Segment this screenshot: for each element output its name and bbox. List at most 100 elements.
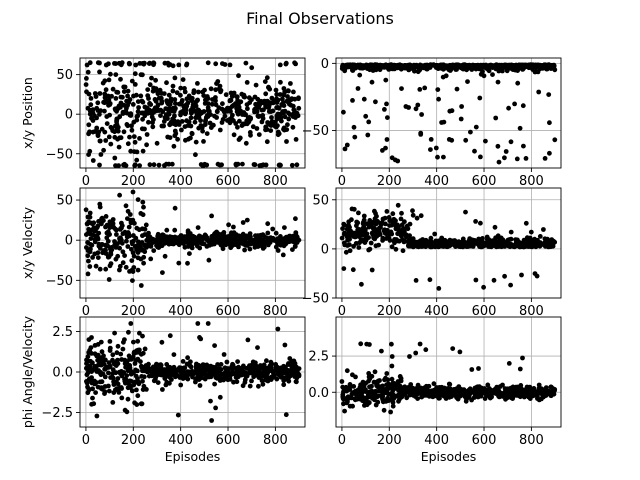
scatter-points	[339, 202, 557, 291]
data-point	[495, 79, 501, 85]
data-point	[498, 238, 504, 244]
data-point	[208, 125, 214, 130]
data-point	[97, 162, 102, 168]
data-point	[164, 227, 170, 233]
data-point	[352, 391, 358, 396]
data-point	[441, 119, 447, 125]
y-tick-label: 2.5	[308, 350, 329, 365]
data-point	[95, 100, 101, 106]
data-point	[413, 106, 419, 112]
data-point	[91, 220, 97, 226]
data-point	[235, 124, 240, 130]
data-point	[97, 243, 102, 249]
data-point	[361, 213, 367, 219]
data-point	[388, 384, 394, 389]
data-point	[220, 61, 225, 66]
data-point	[283, 375, 288, 381]
data-point	[375, 382, 380, 387]
data-point	[280, 96, 285, 102]
data-point	[218, 362, 224, 367]
data-point	[87, 148, 93, 154]
data-point	[346, 227, 351, 233]
data-point	[521, 237, 527, 243]
data-point	[473, 124, 479, 130]
data-point	[215, 362, 221, 367]
data-point	[238, 99, 244, 105]
data-point	[475, 394, 481, 400]
data-point	[142, 346, 148, 352]
data-point	[349, 217, 354, 223]
data-point	[174, 90, 180, 96]
data-point	[369, 79, 375, 85]
data-point	[279, 118, 284, 124]
data-point	[121, 89, 127, 94]
data-point	[461, 239, 467, 245]
data-point	[512, 101, 517, 107]
data-point	[158, 362, 164, 368]
data-point	[193, 365, 199, 371]
data-point	[539, 396, 544, 402]
y-tick-label: 50	[56, 68, 73, 83]
data-point	[280, 252, 286, 258]
data-point	[383, 77, 389, 83]
data-point	[380, 216, 386, 222]
data-point	[185, 355, 191, 361]
data-point	[412, 63, 418, 69]
data-point	[474, 388, 480, 393]
data-point	[107, 112, 112, 118]
data-point	[291, 369, 297, 374]
data-point	[154, 362, 160, 368]
data-point	[140, 99, 146, 105]
data-point	[229, 241, 235, 247]
data-point	[520, 355, 525, 361]
data-point	[141, 374, 147, 380]
data-point	[224, 359, 230, 365]
data-point	[341, 401, 346, 407]
data-point	[533, 62, 538, 68]
data-point	[350, 98, 355, 103]
data-point	[412, 68, 417, 74]
data-point	[364, 231, 370, 237]
data-point	[364, 221, 370, 227]
data-point	[90, 158, 96, 163]
data-point	[140, 116, 146, 122]
data-point	[158, 107, 164, 113]
data-point	[132, 82, 138, 87]
data-point	[381, 390, 387, 396]
data-point	[282, 127, 287, 133]
data-point	[381, 386, 386, 392]
data-point	[168, 96, 174, 102]
y-axis-label: phi Angle/Velocity	[20, 315, 35, 428]
data-point	[264, 139, 270, 145]
data-point	[113, 72, 119, 77]
data-point	[99, 362, 104, 368]
data-point	[130, 278, 135, 283]
data-point	[281, 92, 287, 98]
data-point	[140, 199, 146, 205]
data-point	[227, 62, 233, 68]
data-point	[414, 387, 419, 393]
data-point	[551, 63, 557, 69]
data-point	[360, 63, 365, 69]
data-point	[208, 398, 213, 404]
data-point	[441, 154, 446, 160]
data-point	[215, 79, 221, 84]
data-point	[106, 388, 112, 394]
data-point	[130, 102, 136, 107]
data-point	[291, 365, 296, 371]
data-point	[131, 93, 136, 99]
data-point	[390, 400, 396, 405]
data-point	[388, 229, 394, 235]
data-point	[274, 115, 280, 121]
data-point	[530, 388, 536, 394]
data-point	[374, 65, 380, 71]
data-point	[143, 222, 149, 228]
data-point	[358, 341, 364, 347]
data-point	[463, 137, 469, 143]
data-point	[92, 239, 98, 245]
x-tick-label: 400	[168, 304, 193, 319]
data-point	[385, 227, 390, 233]
data-point	[139, 401, 145, 407]
data-point	[449, 108, 455, 114]
x-axis-label: Episodes	[165, 449, 221, 464]
